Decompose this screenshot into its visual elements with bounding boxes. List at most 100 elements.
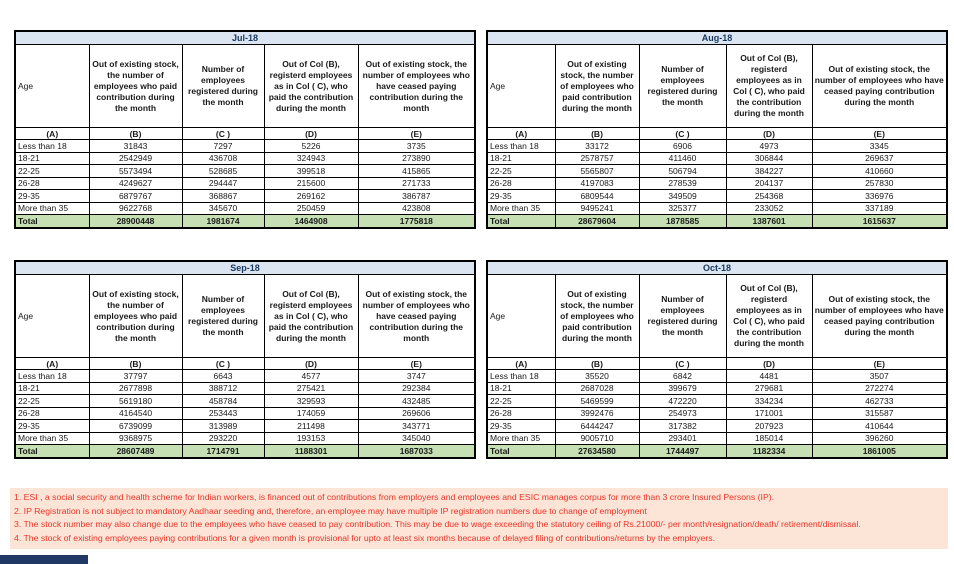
value-cell: 275421	[263, 381, 359, 395]
table-row: 18-21 2542949 436708 324943 273890	[14, 151, 476, 165]
month-title: Aug-18	[486, 30, 948, 45]
total-label: Total	[486, 214, 556, 229]
col-header-c: Number of employees registered during th…	[181, 44, 265, 128]
value-cell: 250459	[263, 201, 359, 215]
col-header-d: Out of Col (B), registerd employees as i…	[725, 44, 813, 128]
col-letter: (C )	[638, 357, 727, 370]
value-cell: 9622768	[88, 201, 183, 215]
age-group-label: 18-21	[14, 151, 90, 165]
value-cell: 336976	[811, 189, 948, 203]
col-letter: (E)	[811, 357, 948, 370]
value-cell: 423808	[357, 201, 476, 215]
col-header-b: Out of existing stock, the number of emp…	[88, 274, 183, 358]
value-cell: 345670	[181, 201, 265, 215]
value-cell: 9368975	[88, 431, 183, 445]
total-value-cell: 1615637	[811, 214, 948, 229]
age-group-label: 22-25	[486, 394, 556, 408]
col-header-c: Number of employees registered during th…	[181, 274, 265, 358]
col-header-c: Number of employees registered during th…	[638, 274, 727, 358]
col-header-e: Out of existing stock, the number of emp…	[357, 274, 476, 358]
total-row: Total 27634580 1744497 1182334 1861005	[486, 444, 948, 459]
value-cell: 35520	[554, 369, 640, 383]
col-letter: (D)	[725, 127, 813, 140]
table-row: 22-25 5573494 528685 399518 415865	[14, 164, 476, 178]
total-value-cell: 1714791	[181, 444, 265, 459]
value-cell: 31843	[88, 139, 183, 153]
total-label: Total	[14, 214, 90, 229]
value-cell: 343771	[357, 419, 476, 433]
value-cell: 5469599	[554, 394, 640, 408]
value-cell: 233052	[725, 201, 813, 215]
value-cell: 272274	[811, 381, 948, 395]
value-cell: 6643	[181, 369, 265, 383]
age-group-label: Less than 18	[486, 139, 556, 153]
footnote-4: 4. The stock of existing employees payin…	[14, 532, 716, 543]
value-cell: 171001	[725, 406, 813, 420]
total-value-cell: 28900448	[88, 214, 183, 229]
total-value-cell: 1188301	[263, 444, 359, 459]
footnote-1: 1. ESI , a social security and health sc…	[14, 492, 775, 502]
col-header-d: Out of Col (B), registerd employees as i…	[725, 274, 813, 358]
value-cell: 3747	[357, 369, 476, 383]
value-cell: 257830	[811, 176, 948, 190]
total-value-cell: 27634580	[554, 444, 640, 459]
col-letter: (C )	[181, 127, 265, 140]
age-group-label: 29-35	[486, 189, 556, 203]
total-value-cell: 1687033	[357, 444, 476, 459]
col-header-age: Age	[486, 274, 556, 358]
value-cell: 410660	[811, 164, 948, 178]
total-row: Total 28607489 1714791 1188301 1687033	[14, 444, 476, 459]
value-cell: 4973	[725, 139, 813, 153]
value-cell: 388712	[181, 381, 265, 395]
age-group-label: 22-25	[486, 164, 556, 178]
col-letter: (D)	[725, 357, 813, 370]
value-cell: 253443	[181, 406, 265, 420]
value-cell: 6739099	[88, 419, 183, 433]
col-letter: (A)	[14, 357, 90, 370]
value-cell: 4164540	[88, 406, 183, 420]
col-letter: (B)	[88, 127, 183, 140]
value-cell: 254368	[725, 189, 813, 203]
age-group-label: More than 35	[14, 431, 90, 445]
value-cell: 528685	[181, 164, 265, 178]
value-cell: 273890	[357, 151, 476, 165]
age-group-label: More than 35	[486, 431, 556, 445]
value-cell: 325377	[638, 201, 727, 215]
col-letter: (B)	[88, 357, 183, 370]
total-value-cell: 1182334	[725, 444, 813, 459]
value-cell: 278539	[638, 176, 727, 190]
value-cell: 399518	[263, 164, 359, 178]
table-row: Less than 18 37797 6643 4577 3747	[14, 369, 476, 383]
value-cell: 6906	[638, 139, 727, 153]
total-value-cell: 1861005	[811, 444, 948, 459]
month-title: Oct-18	[486, 260, 948, 275]
table-row: More than 35 9005710 293401 185014 396260	[486, 431, 948, 445]
col-header-c: Number of employees registered during th…	[638, 44, 727, 128]
table-row: 22-25 5565807 506794 384227 410660	[486, 164, 948, 178]
col-header-e: Out of existing stock, the number of emp…	[811, 274, 948, 358]
col-letter: (E)	[357, 127, 476, 140]
value-cell: 436708	[181, 151, 265, 165]
age-group-label: 29-35	[14, 189, 90, 203]
col-letter: (B)	[554, 127, 640, 140]
age-group-label: More than 35	[14, 201, 90, 215]
table-row: More than 35 9368975 293220 193153 345040	[14, 431, 476, 445]
age-group-label: Less than 18	[14, 369, 90, 383]
month-block-aug-18: Aug-18 Age Out of existing stock, the numb…	[486, 30, 949, 229]
value-cell: 292384	[357, 381, 476, 395]
value-cell: 396260	[811, 431, 948, 445]
value-cell: 2578757	[554, 151, 640, 165]
value-cell: 399679	[638, 381, 727, 395]
month-table-sep-18: Sep-18 Age Out of existing stock, the numb…	[14, 260, 477, 459]
value-cell: 4197083	[554, 176, 640, 190]
col-letter: (A)	[486, 357, 556, 370]
table-row: Less than 18 33172 6906 4973 3345	[486, 139, 948, 153]
col-header-age: Age	[14, 44, 90, 128]
footnotes-block: 1. ESI , a social security and health sc…	[10, 488, 948, 549]
value-cell: 2542949	[88, 151, 183, 165]
value-cell: 269637	[811, 151, 948, 165]
month-title: Jul-18	[14, 30, 476, 45]
value-cell: 6809544	[554, 189, 640, 203]
value-cell: 211498	[263, 419, 359, 433]
value-cell: 7297	[181, 139, 265, 153]
